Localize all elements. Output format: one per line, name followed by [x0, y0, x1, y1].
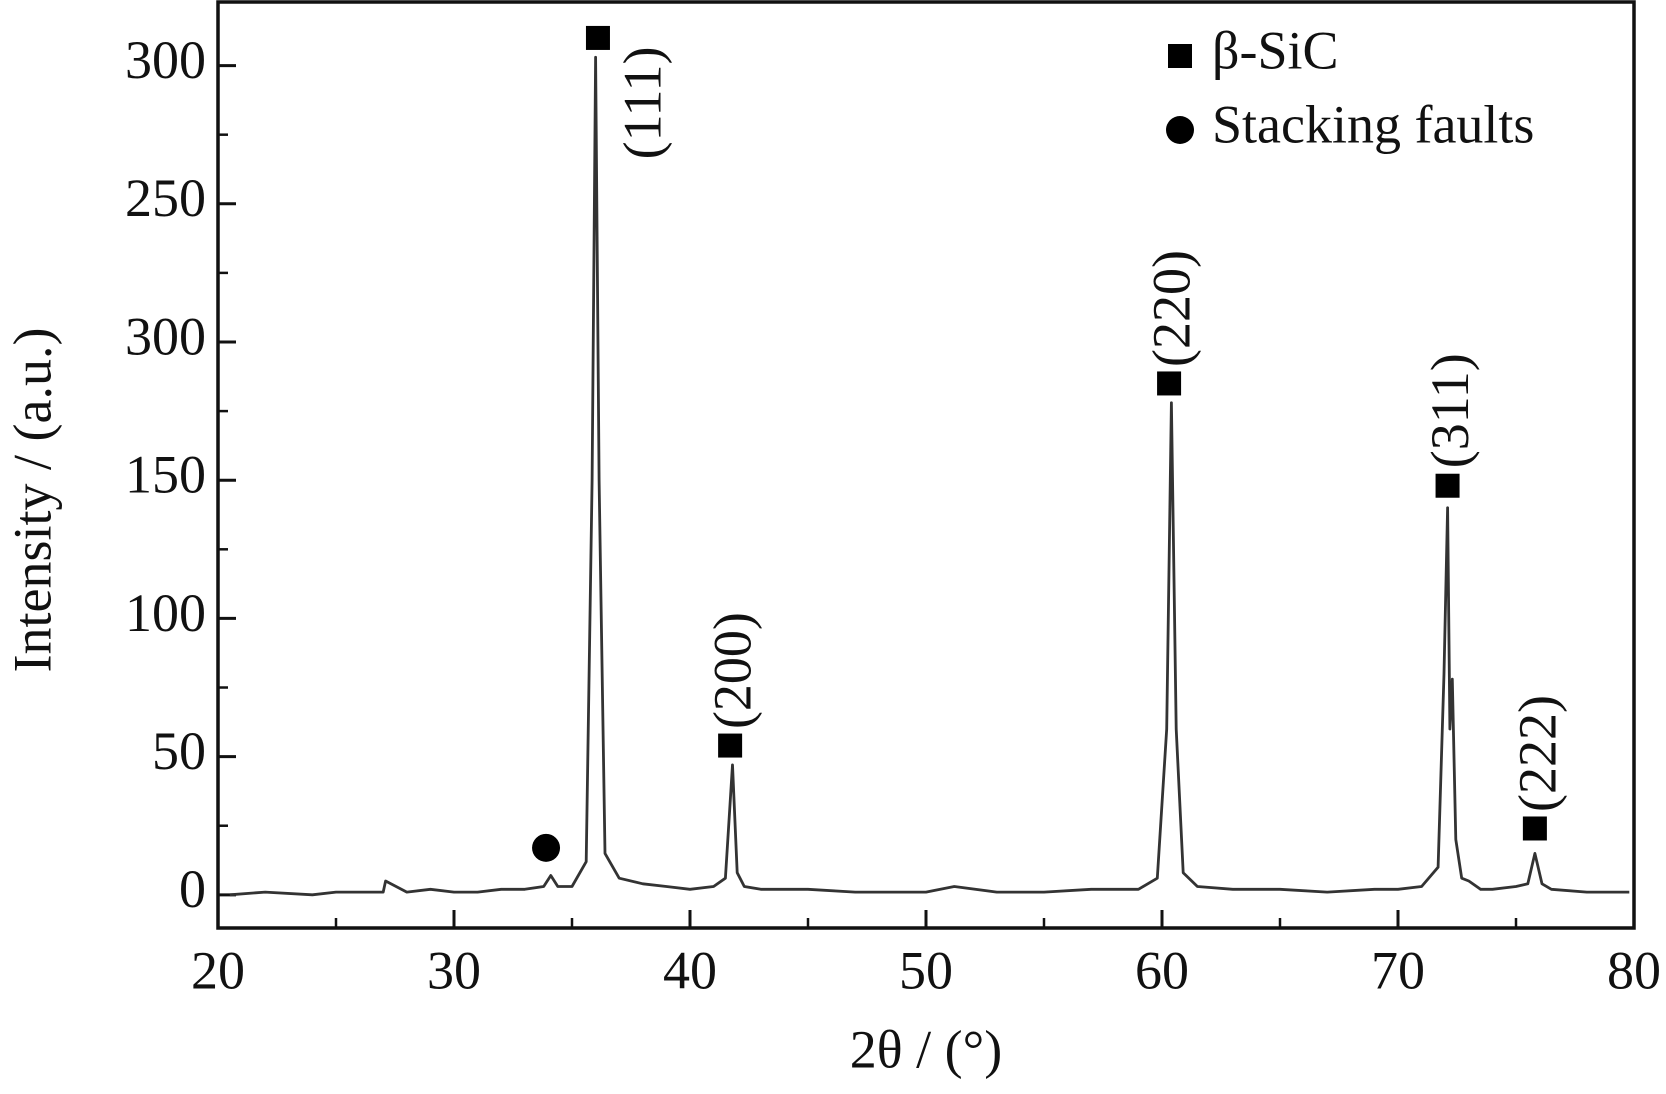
y-tick-label: 100: [125, 583, 206, 643]
legend-label: Stacking faults: [1212, 94, 1534, 154]
legend-label: β-SiC: [1212, 20, 1339, 80]
peak-label: (200): [703, 612, 763, 729]
legend-marker: [1166, 116, 1194, 144]
y-tick-label: 150: [125, 445, 206, 505]
plot-frame: [216, 0, 1636, 930]
data-line: [229, 55, 1630, 897]
x-tick-label: 40: [663, 940, 717, 1000]
y-tick-label: 0: [179, 859, 206, 919]
peak-marker: [532, 833, 561, 862]
x-tick-label: 70: [1371, 940, 1425, 1000]
peak-marker: [718, 733, 743, 758]
peak-label: (311): [1420, 353, 1480, 468]
peak-marker: [1435, 473, 1460, 498]
peak-marker: [585, 25, 610, 50]
y-axis-label: Intensity / (a.u.): [2, 328, 62, 673]
peak-label: (111): [612, 46, 672, 159]
peak-marker: [1522, 816, 1547, 841]
x-tick-label: 50: [899, 940, 953, 1000]
legend-marker: [1168, 44, 1192, 68]
x-tick-label: 20: [191, 940, 245, 1000]
x-axis-label: 2θ / (°): [850, 1019, 1002, 1079]
x-tick-label: 60: [1135, 940, 1189, 1000]
y-tick-label: 50: [152, 721, 206, 781]
y-tick-label: 300: [125, 306, 206, 366]
y-tick-label: 250: [125, 168, 206, 228]
peak-label: (220): [1141, 250, 1201, 367]
peak-label: (222): [1507, 695, 1567, 812]
x-tick-label: 80: [1607, 940, 1661, 1000]
peak-marker: [1157, 371, 1182, 396]
x-tick-label: 30: [427, 940, 481, 1000]
y-tick-label: 300: [125, 30, 206, 90]
